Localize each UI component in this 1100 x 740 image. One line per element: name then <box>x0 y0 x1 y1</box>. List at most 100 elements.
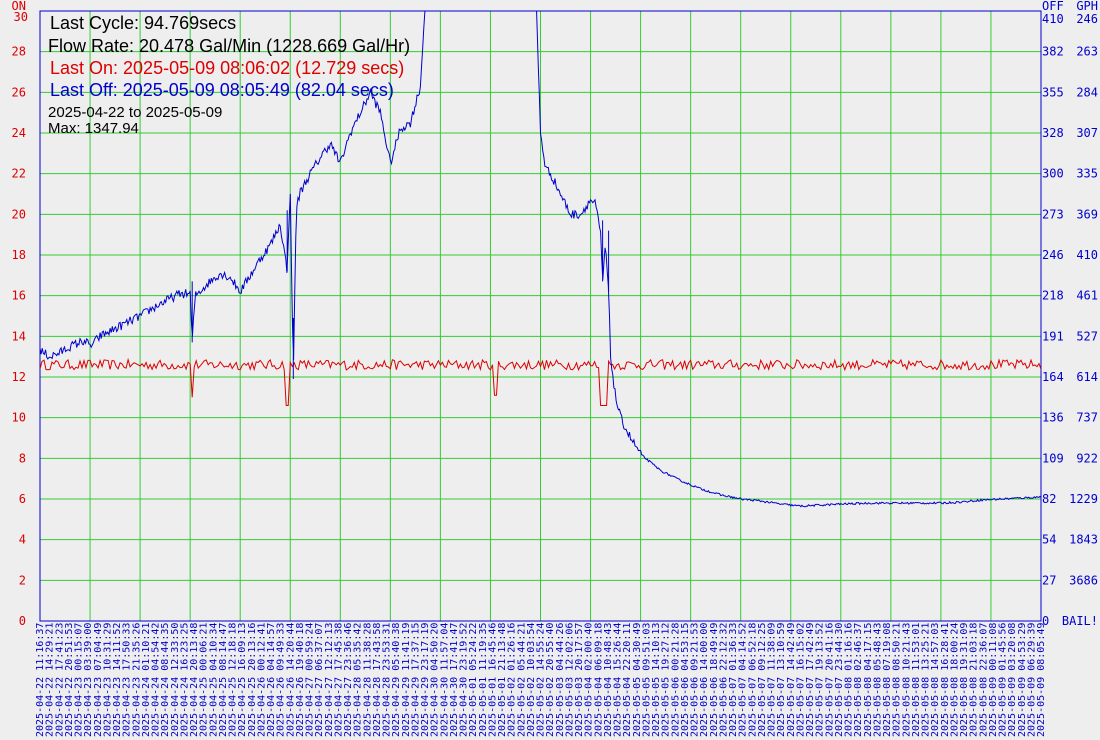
off-tick-label: 410 <box>1042 12 1064 26</box>
off-tick-label: 164 <box>1042 370 1064 384</box>
x-tick-label: 2025-04-29 23:17:19 <box>420 623 431 737</box>
x-tick-label: 2025-05-01 21:13:48 <box>497 623 508 737</box>
x-tick-label: 2025-05-08 11:53:01 <box>911 623 922 737</box>
off-axis-ticks: 0 27 54 82 109 136 164 191 218 246 273 300 328 355 382… <box>1042 12 1064 628</box>
x-tick-label: 2025-04-26 14:20:44 <box>285 623 296 737</box>
x-tick-label: 2025-05-09 06:29:39 <box>1026 623 1037 737</box>
x-tick-label: 2025-05-06 09:21:53 <box>690 623 701 737</box>
off-tick-label: 300 <box>1042 167 1064 181</box>
left-tick-label: 16 <box>12 289 26 303</box>
left-tick-label: 18 <box>12 248 26 262</box>
x-tick-label: 2025-05-05 04:30:49 <box>632 623 643 737</box>
x-tick-label: 2025-05-07 17:42:49 <box>805 623 816 737</box>
x-tick-label: 2025-04-26 19:40:18 <box>295 623 306 737</box>
gph-tick-label: 737 <box>1076 411 1098 425</box>
x-tick-label: 2025-04-28 11:38:28 <box>362 623 373 737</box>
x-tick-label: 2025-05-08 18:00:24 <box>949 623 960 737</box>
x-tick-label: 2025-05-06 00:21:28 <box>670 623 681 737</box>
x-tick-label: 2025-05-03 20:17:57 <box>574 623 585 737</box>
x-tick-label: 2025-04-25 16:09:13 <box>237 623 248 737</box>
x-tick-label: 2025-05-08 08:50:21 <box>892 623 903 737</box>
gph-tick-label: 369 <box>1076 207 1098 221</box>
x-tick-label: 2025-04-23 07:04:49 <box>93 623 104 737</box>
off-tick-label: 382 <box>1042 45 1064 59</box>
x-tick-label: 2025-04-23 14:11:52 <box>112 623 123 737</box>
gph-tick-label: 1229 <box>1069 492 1098 506</box>
gph-tick-label: 263 <box>1076 45 1098 59</box>
x-tick-label: 2025-05-04 06:09:18 <box>593 623 604 737</box>
x-tick-label: 2025-05-02 10:03:54 <box>526 623 537 737</box>
gph-tick-label: 614 <box>1076 370 1098 384</box>
x-tick-label: 2025-05-04 15:26:44 <box>613 623 624 737</box>
x-tick-label: 2025-04-27 17:45:38 <box>333 623 344 737</box>
left-tick-label: 20 <box>12 207 26 221</box>
x-tick-label: 2025-05-05 14:10:13 <box>651 623 662 737</box>
off-tick-label: 355 <box>1042 85 1064 99</box>
gph-tick-label: BAIL! <box>1062 614 1098 628</box>
x-tick-label: 2025-05-07 14:42:49 <box>786 623 797 737</box>
x-tick-label: 2025-05-07 09:12:25 <box>757 623 768 737</box>
x-tick-label: 2025-04-22 17:41:23 <box>54 623 65 737</box>
x-tick-label: 2025-04-27 23:36:46 <box>343 623 354 737</box>
x-tick-label: 2025-05-02 01:26:16 <box>507 623 518 737</box>
x-tick-label: 2025-05-07 11:38:09 <box>767 623 778 737</box>
x-tick-label: 2025-04-23 21:35:26 <box>131 623 142 737</box>
x-tick-label: 2025-04-27 06:37:07 <box>314 623 325 737</box>
x-tick-label: 2025-04-23 17:50:33 <box>122 623 133 737</box>
gph-tick-label: 3686 <box>1069 573 1098 587</box>
x-tick-label: 2025-04-25 20:13:16 <box>247 623 258 737</box>
off-tick-label: 109 <box>1042 451 1064 465</box>
x-tick-label: 2025-05-09 08:05:49 <box>1036 623 1047 737</box>
gph-tick-label: 307 <box>1076 126 1098 140</box>
x-tick-label: 2025-04-29 05:40:38 <box>391 623 402 737</box>
x-tick-label: 2025-05-06 14:00:00 <box>699 623 710 737</box>
x-tick-label: 2025-05-04 02:00:40 <box>584 623 595 737</box>
off-tick-label: 82 <box>1042 492 1056 506</box>
on-series-line <box>40 357 1041 406</box>
off-tick-label: 328 <box>1042 126 1064 140</box>
gph-tick-label: 335 <box>1076 167 1098 181</box>
off-tick-label: 218 <box>1042 289 1064 303</box>
x-tick-label: 2025-04-22 14:29:21 <box>45 623 56 737</box>
x-tick-label: 2025-04-30 23:19:52 <box>459 623 470 737</box>
x-tick-label: 2025-05-06 22:12:32 <box>718 623 729 737</box>
off-tick-label: 54 <box>1042 533 1056 547</box>
x-tick-label: 2025-05-05 19:27:12 <box>661 623 672 737</box>
x-tick-label: 2025-05-06 04:53:15 <box>680 623 691 737</box>
x-tick-label: 2025-05-07 19:13:52 <box>815 623 826 737</box>
x-tick-label: 2025-05-05 09:51:03 <box>641 623 652 737</box>
x-tick-label: 2025-04-27 00:59:24 <box>305 623 316 737</box>
x-tick-label: 2025-05-08 14:57:03 <box>930 623 941 737</box>
last-on-text: Last On: 2025-05-09 08:06:02 (12.729 sec… <box>50 58 404 78</box>
off-axis-header: OFF <box>1042 0 1064 13</box>
x-tick-label: 2025-05-08 10:21:43 <box>901 623 912 737</box>
gph-tick-label: 284 <box>1076 85 1098 99</box>
off-tick-label: 27 <box>1042 573 1056 587</box>
on-axis-header: ON <box>12 0 26 13</box>
x-tick-label: 2025-05-08 19:31:09 <box>959 623 970 737</box>
x-tick-label: 2025-04-24 12:33:50 <box>170 623 181 737</box>
off-tick-label: 136 <box>1042 411 1064 425</box>
x-tick-label: 2025-05-08 04:17:15 <box>863 623 874 737</box>
x-tick-label: 2025-04-26 00:12:41 <box>256 623 267 737</box>
last-cycle-text: Last Cycle: 94.769secs <box>50 13 236 33</box>
gph-tick-label: 922 <box>1076 451 1098 465</box>
left-tick-label: 14 <box>12 329 26 343</box>
x-tick-label: 2025-04-30 17:41:47 <box>449 623 460 737</box>
x-tick-label: 2025-04-25 04:10:34 <box>208 623 219 737</box>
left-tick-label: 22 <box>12 167 26 181</box>
off-tick-label: 246 <box>1042 248 1064 262</box>
x-tick-label: 2025-05-03 04:44:26 <box>555 623 566 737</box>
off-tick-label: 273 <box>1042 207 1064 221</box>
left-tick-label: 0 <box>19 614 26 628</box>
x-tick-label: 2025-05-08 07:19:08 <box>882 623 893 737</box>
x-tick-label: 2025-05-09 00:11:08 <box>988 623 999 737</box>
x-tick-label: 2025-05-02 14:55:24 <box>536 623 547 737</box>
x-tick-label: 2025-04-26 09:49:33 <box>276 623 287 737</box>
x-tick-label: 2025-04-22 11:16:37 <box>35 623 46 737</box>
left-tick-label: 28 <box>12 45 26 59</box>
x-tick-label: 2025-04-29 17:37:15 <box>410 623 421 737</box>
off-tick-label: 0 <box>1042 614 1049 628</box>
